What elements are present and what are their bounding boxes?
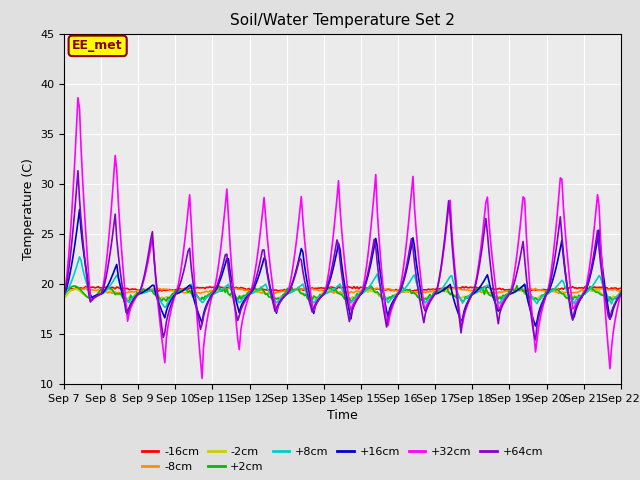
-8cm: [246, 288, 254, 294]
+8cm: [130, 294, 138, 300]
Y-axis label: Temperature (C): Temperature (C): [22, 158, 35, 260]
+32cm: [307, 290, 314, 296]
+64cm: [589, 257, 596, 263]
+2cm: [254, 286, 262, 292]
+2cm: [226, 293, 234, 299]
+16cm: [228, 277, 236, 283]
+16cm: [617, 291, 625, 297]
-8cm: [589, 287, 596, 293]
-8cm: [228, 285, 236, 291]
+8cm: [60, 291, 68, 297]
-16cm: [589, 285, 596, 291]
+2cm: [344, 299, 351, 305]
Line: -16cm: -16cm: [64, 287, 621, 291]
-16cm: [344, 284, 351, 289]
Legend: -16cm, -8cm, -2cm, +2cm, +8cm, +16cm, +32cm, +64cm: -16cm, -8cm, -2cm, +2cm, +8cm, +16cm, +3…: [138, 442, 547, 477]
+64cm: [246, 291, 254, 297]
+8cm: [257, 285, 265, 291]
Line: +8cm: +8cm: [64, 257, 621, 307]
+2cm: [129, 295, 136, 301]
+8cm: [229, 291, 237, 297]
+64cm: [130, 297, 138, 302]
-16cm: [129, 286, 136, 292]
-8cm: [307, 287, 314, 293]
-16cm: [303, 286, 311, 292]
+16cm: [246, 291, 254, 297]
-8cm: [82, 285, 90, 290]
+64cm: [74, 168, 82, 174]
-16cm: [60, 286, 68, 292]
-8cm: [60, 288, 68, 294]
+32cm: [248, 286, 255, 291]
-2cm: [257, 287, 265, 293]
Line: +2cm: +2cm: [64, 286, 621, 302]
-16cm: [617, 286, 625, 291]
Line: +32cm: +32cm: [64, 98, 621, 378]
-2cm: [307, 293, 314, 299]
X-axis label: Time: Time: [327, 409, 358, 422]
+32cm: [198, 375, 206, 381]
+8cm: [617, 291, 625, 297]
+8cm: [589, 283, 596, 288]
+2cm: [60, 293, 68, 299]
+16cm: [130, 296, 138, 302]
+32cm: [229, 283, 237, 289]
-2cm: [60, 296, 68, 302]
+2cm: [617, 288, 625, 294]
+2cm: [303, 296, 311, 301]
+2cm: [589, 287, 596, 293]
-2cm: [617, 291, 625, 297]
-2cm: [129, 296, 136, 301]
-2cm: [589, 288, 596, 294]
+32cm: [130, 299, 138, 304]
-2cm: [229, 293, 237, 299]
Line: -8cm: -8cm: [64, 288, 621, 294]
Line: +16cm: +16cm: [64, 209, 621, 326]
+64cm: [60, 291, 68, 297]
-16cm: [254, 287, 262, 293]
Line: +64cm: +64cm: [64, 171, 621, 340]
+64cm: [255, 262, 263, 268]
+16cm: [305, 289, 313, 295]
+8cm: [307, 296, 314, 301]
+16cm: [60, 291, 68, 297]
+32cm: [257, 224, 265, 229]
-16cm: [400, 288, 408, 294]
+8cm: [161, 304, 169, 310]
+16cm: [589, 262, 596, 267]
-16cm: [244, 286, 252, 291]
+8cm: [248, 290, 255, 296]
+64cm: [617, 291, 625, 297]
-2cm: [248, 288, 255, 294]
Text: EE_met: EE_met: [72, 39, 123, 52]
-8cm: [262, 291, 269, 297]
-2cm: [164, 297, 172, 303]
-16cm: [226, 284, 234, 290]
-2cm: [144, 286, 152, 291]
+64cm: [305, 298, 313, 303]
+32cm: [74, 95, 82, 101]
-8cm: [255, 289, 263, 295]
+32cm: [60, 291, 68, 297]
+16cm: [255, 271, 263, 277]
+16cm: [532, 323, 540, 329]
+2cm: [244, 289, 252, 295]
+8cm: [76, 254, 83, 260]
+64cm: [532, 337, 540, 343]
Title: Soil/Water Temperature Set 2: Soil/Water Temperature Set 2: [230, 13, 455, 28]
Line: -2cm: -2cm: [64, 288, 621, 300]
+2cm: [513, 283, 521, 288]
+16cm: [76, 206, 83, 212]
-8cm: [130, 289, 138, 295]
+32cm: [589, 237, 596, 243]
+32cm: [617, 291, 625, 297]
+64cm: [228, 287, 236, 292]
-8cm: [617, 288, 625, 294]
